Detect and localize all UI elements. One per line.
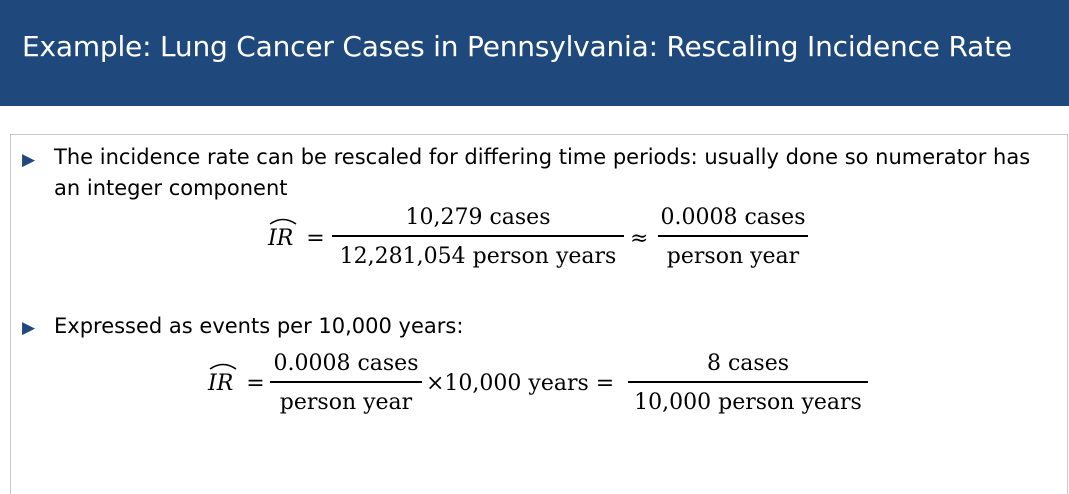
equation2-fraction-result: 8 cases 10,000 person years xyxy=(628,350,868,417)
triangle-bullet-icon: ▶ xyxy=(22,150,36,170)
title-bar: Example: Lung Cancer Cases in Pennsylvan… xyxy=(0,0,1069,106)
fraction-denominator: 12,281,054 person years xyxy=(339,244,617,269)
equation2-lhs: IR = xyxy=(208,363,265,396)
fraction-denominator: person year xyxy=(279,390,413,415)
fraction-numerator: 0.0008 cases xyxy=(273,351,419,376)
equation1-approx: ≈ xyxy=(630,226,649,251)
triangle-bullet-icon: ▶ xyxy=(22,318,36,338)
equation2-multiplier: ×10,000 years = xyxy=(426,371,615,396)
hat-accent-icon xyxy=(269,218,297,225)
slide-title: Example: Lung Cancer Cases in Pennsylvan… xyxy=(22,30,1012,63)
fraction-numerator: 8 cases xyxy=(706,351,790,376)
equation1-fraction-cases: 10,279 cases 12,281,054 person years xyxy=(332,204,624,271)
bullet-text-rescaling: The incidence rate can be rescaled for d… xyxy=(54,145,1031,200)
ir-hat-symbol: IR xyxy=(208,363,237,396)
equation2-fraction-rate: 0.0008 cases person year xyxy=(270,350,422,417)
fraction-bar xyxy=(658,235,808,237)
hat-accent-icon xyxy=(209,363,237,370)
fraction-bar xyxy=(628,381,868,383)
equation1-fraction-rate: 0.0008 cases person year xyxy=(658,204,808,271)
fraction-bar xyxy=(332,235,624,237)
equation1-lhs: IR = xyxy=(268,218,325,251)
fraction-numerator: 0.0008 cases xyxy=(660,205,806,230)
bullet-text-per-10000: Expressed as events per 10,000 years: xyxy=(54,314,464,338)
fraction-bar xyxy=(270,381,422,383)
ir-hat-symbol: IR xyxy=(268,218,297,251)
fraction-numerator: 10,279 cases xyxy=(405,205,551,230)
fraction-denominator: 10,000 person years xyxy=(634,390,862,415)
content-area xyxy=(10,134,1068,494)
fraction-denominator: person year xyxy=(666,244,800,269)
